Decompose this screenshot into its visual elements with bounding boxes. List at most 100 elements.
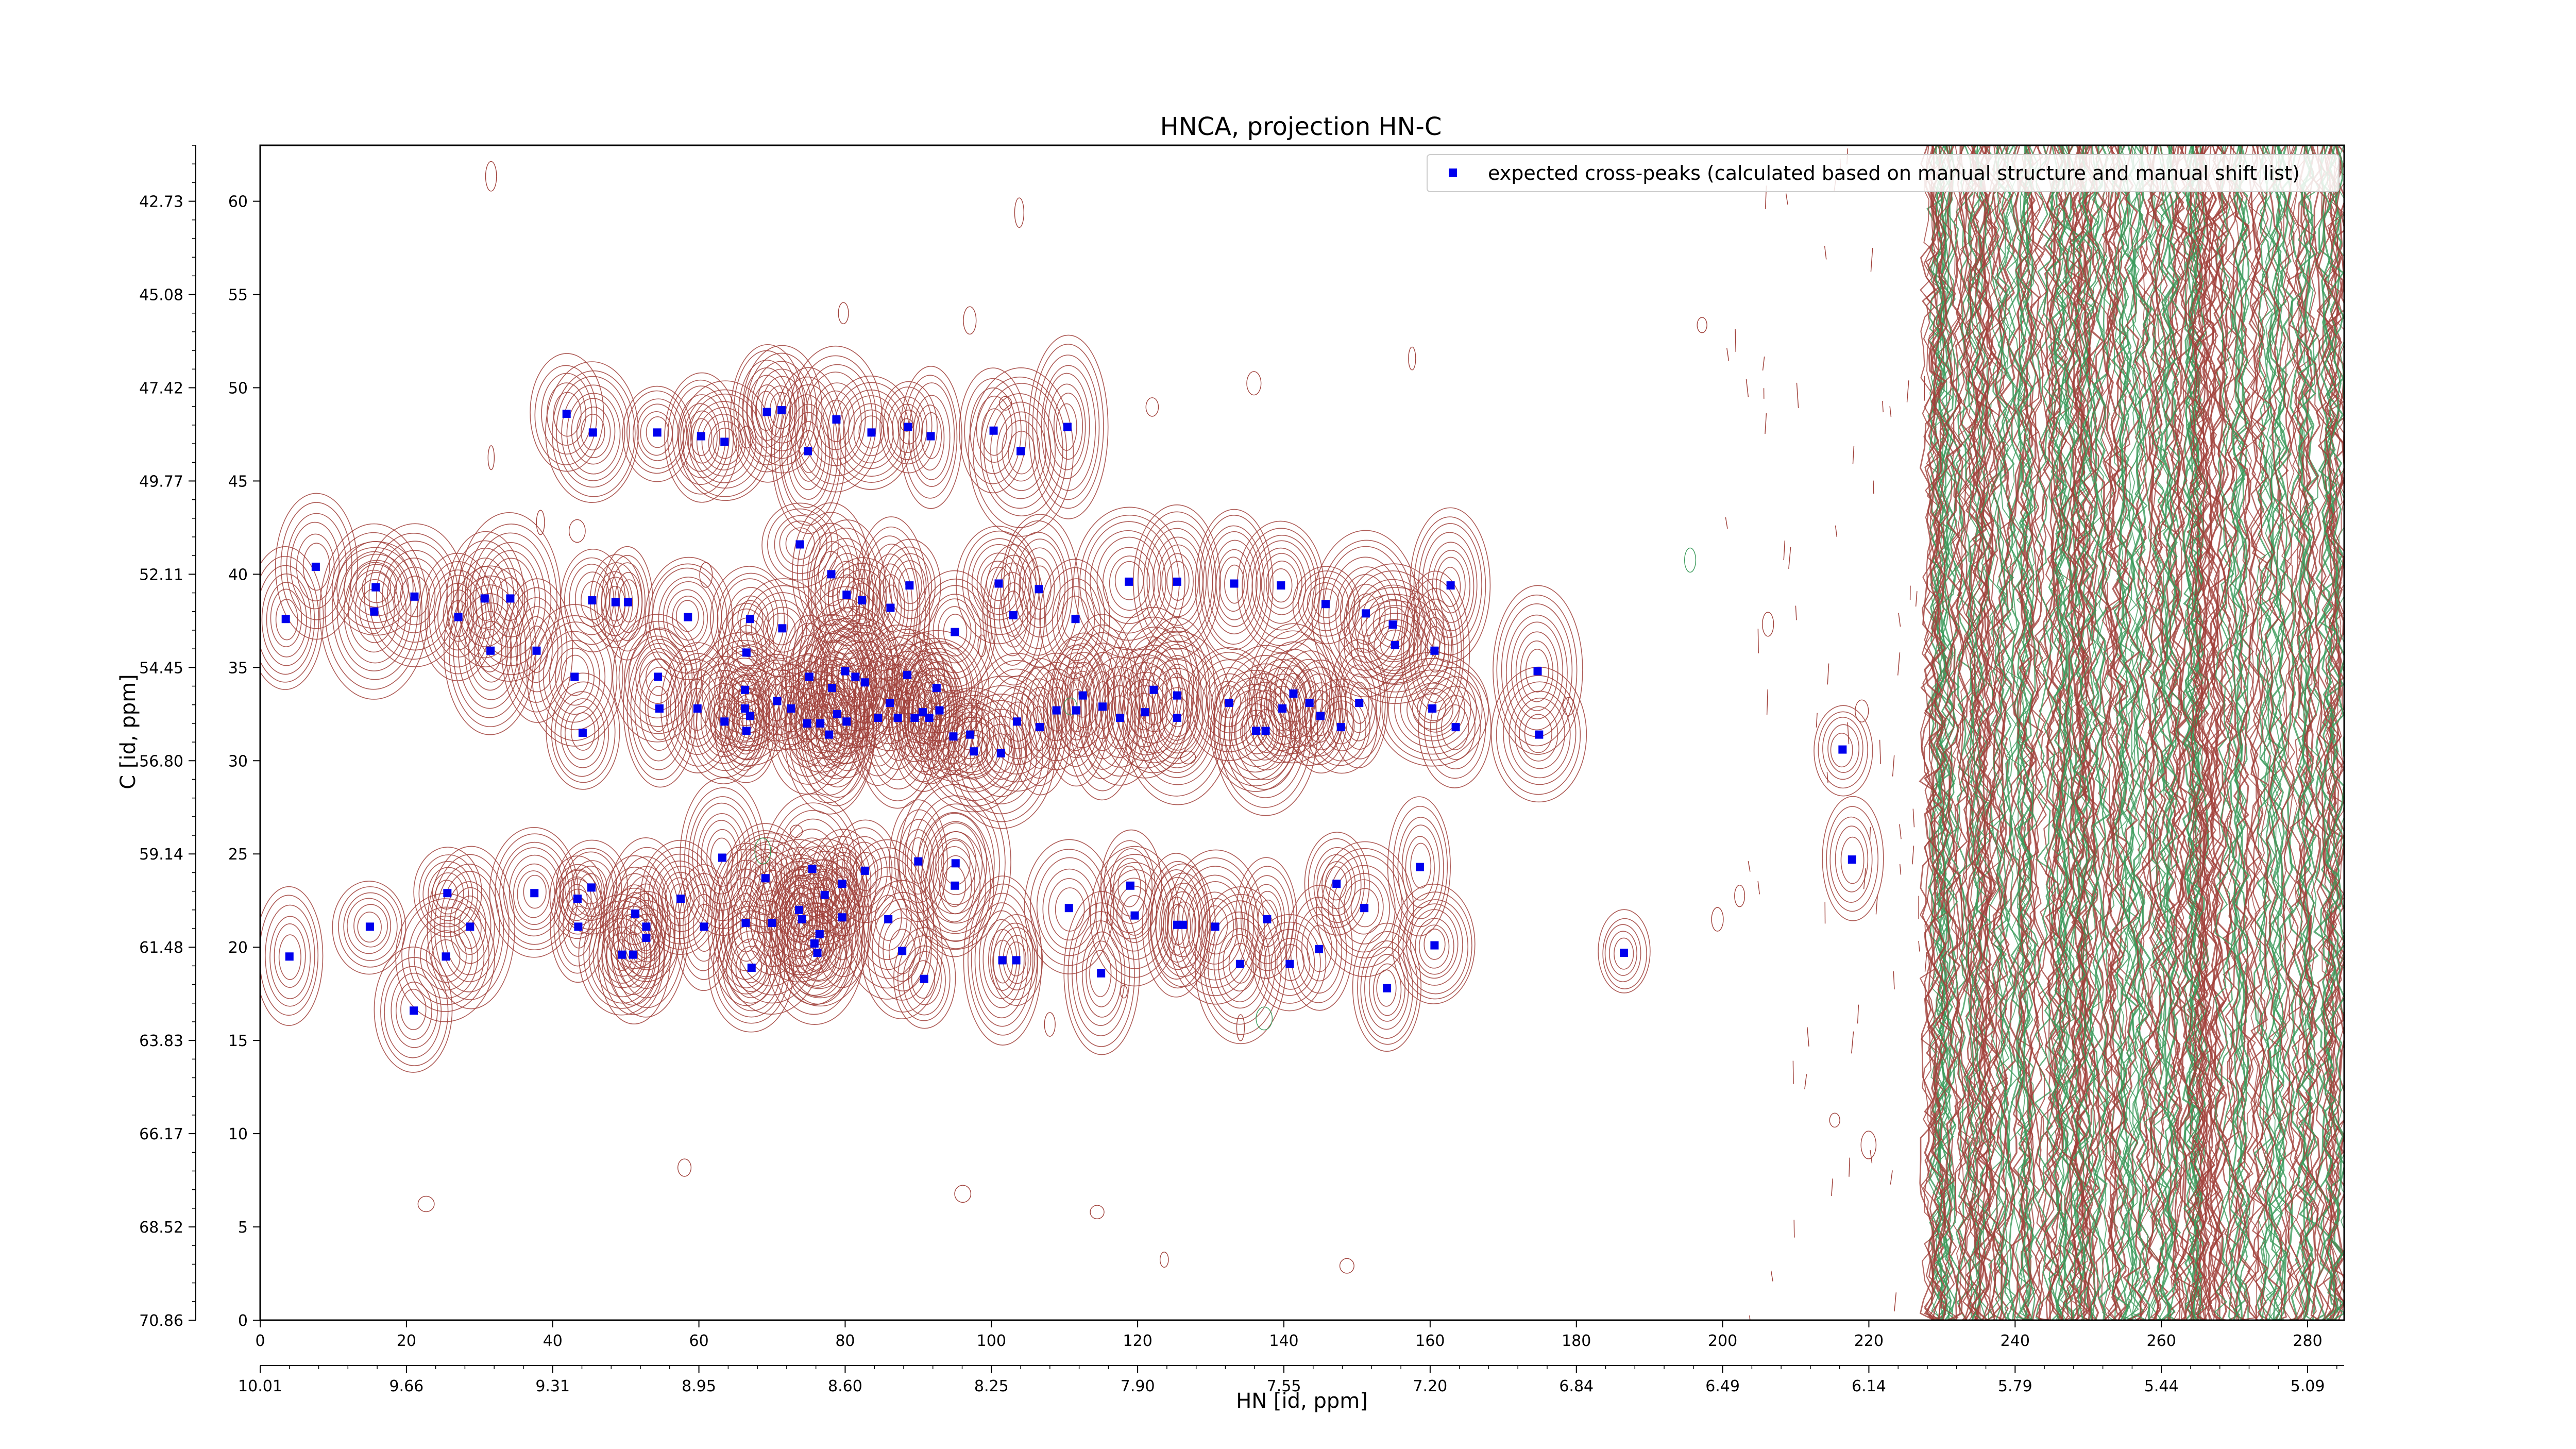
contour-ring [893, 560, 927, 612]
contour-ring [1218, 557, 1248, 612]
cross-peak-marker [898, 947, 907, 955]
contour-ring [786, 403, 831, 500]
contour-ring [1052, 578, 1101, 661]
contour-weak [754, 837, 771, 865]
cross-peak-marker [804, 447, 812, 456]
noise-fragment [1749, 1315, 1751, 1320]
cross-peak-marker [842, 591, 851, 599]
contour-ring [1822, 717, 1863, 780]
cross-peak-marker [623, 598, 632, 606]
contour-ring [1079, 647, 1161, 786]
contour-ring [633, 919, 659, 954]
cross-peak-marker [570, 672, 579, 681]
noise-contour [2334, 145, 2344, 1298]
contour-ring [795, 619, 878, 806]
contour-ring [805, 639, 870, 788]
contour-weak [1562, 697, 1575, 716]
contour-ring [553, 878, 601, 974]
cross-peak-marker [860, 866, 869, 875]
contour-ring [898, 568, 922, 604]
contour-ring [944, 704, 994, 766]
noise-contour [1980, 145, 1999, 1320]
contour-ring [1155, 872, 1211, 978]
contour-ring [550, 870, 606, 983]
cross-peak-marker [532, 646, 541, 655]
contour-ring [982, 544, 1045, 686]
cross-peak-marker [697, 432, 705, 441]
contour-ring [963, 700, 1038, 805]
contour-ring [1352, 593, 1381, 637]
contour-ring [1826, 806, 1879, 912]
cross-peak-marker [1428, 704, 1437, 713]
noise-contour [2123, 145, 2141, 1320]
contour-ring [1067, 689, 1087, 732]
contour-ring [1346, 584, 1386, 645]
y-tick-label: 25 [228, 846, 248, 864]
cross-peak-marker [578, 729, 587, 737]
contour-ring [601, 897, 665, 1015]
contour-ring [1242, 528, 1320, 646]
contour-ring [908, 951, 942, 1005]
cross-peak-marker [1098, 702, 1107, 711]
contour-ring [1394, 669, 1471, 748]
contour-ring [887, 396, 927, 460]
contour-ring [774, 376, 842, 526]
y-ppm-tick-label: 66.17 [139, 1125, 183, 1143]
contour-ring [453, 895, 486, 955]
cross-peak-marker [1009, 611, 1018, 619]
contour-ring [1344, 563, 1444, 684]
x-ppm-tick-label: 5.44 [2144, 1377, 2179, 1395]
contour-ring [1318, 540, 1415, 689]
contour-ring [1008, 532, 1069, 649]
cross-peak-marker [1416, 863, 1425, 871]
contour-ring [919, 690, 988, 782]
contour-ring [1328, 855, 1403, 958]
contour-ring [710, 566, 789, 674]
contour-weak [1339, 1258, 1354, 1274]
cross-peak-marker [1261, 727, 1270, 735]
contour-ring [387, 558, 441, 633]
contour-ring [1252, 914, 1327, 1012]
cross-peak-marker [884, 915, 893, 923]
contour-ring [761, 502, 839, 588]
cross-peak-marker [989, 426, 998, 435]
contour-ring [1430, 685, 1481, 769]
contour-ring [921, 412, 942, 459]
contour-ring [376, 541, 454, 651]
cross-peak-marker [815, 930, 824, 938]
cross-peak-marker [816, 719, 825, 728]
contour-ring [1515, 631, 1558, 712]
contour-ring [401, 898, 489, 1012]
cross-peak-marker [886, 603, 895, 612]
contour-ring [717, 572, 785, 666]
contour-ring [523, 874, 547, 909]
cross-peak-marker [611, 598, 620, 606]
noise-contour [1919, 145, 1938, 1320]
cross-peak-marker [842, 717, 851, 726]
y-tick-label: 10 [228, 1125, 248, 1143]
cross-peak-marker [1391, 641, 1399, 649]
noise-fragment [1873, 480, 1874, 494]
contour-ring [629, 913, 666, 963]
contour-ring [1511, 621, 1564, 719]
contour-ring [993, 922, 1038, 1001]
cross-peak-marker [903, 670, 912, 679]
contour-ring [1505, 614, 1568, 731]
contour-ring [556, 376, 630, 488]
contour-ring [1255, 547, 1307, 624]
contour-ring [893, 927, 956, 1029]
contour-ring [1291, 666, 1348, 765]
x-ppm-tick-label: 7.90 [1121, 1377, 1155, 1395]
contour-ring [1053, 392, 1083, 460]
contour-ring [968, 367, 1074, 537]
cross-peak-marker [1035, 723, 1044, 732]
contour-ring [1338, 873, 1390, 945]
cross-peak-marker [466, 922, 474, 931]
contour-ring [1373, 963, 1402, 1016]
contour-ring [566, 393, 621, 475]
legend-marker [1449, 169, 1457, 177]
noise-contour [2126, 145, 2145, 1320]
contour-ring [630, 648, 688, 770]
noise-contour [1964, 145, 1983, 1320]
cross-peak-marker [810, 939, 819, 948]
